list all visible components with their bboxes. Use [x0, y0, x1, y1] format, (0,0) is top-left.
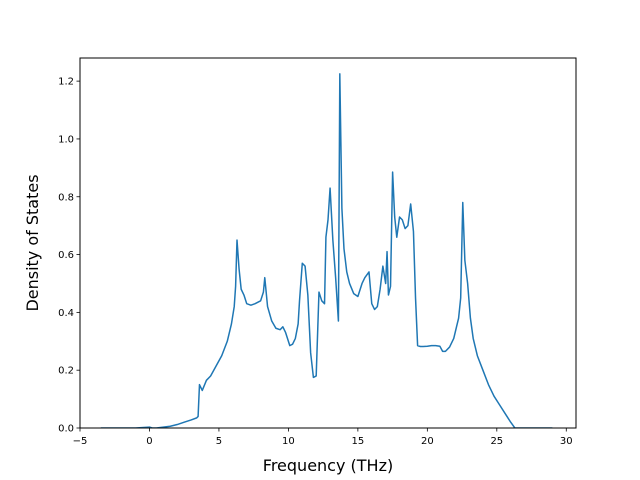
y-tick-label: 0.6 [58, 250, 74, 261]
y-tick-label: 1.2 [58, 77, 74, 88]
axes-frame [79, 57, 577, 429]
x-tick-label: 10 [282, 436, 295, 447]
x-tick-label: 15 [352, 436, 365, 447]
axis-ticks: −5 0 5 10 15 20 25 30 0.0 0.2 0.4 0.6 0.8 1.0 1.2 [58, 77, 573, 447]
x-tick-label: 20 [421, 436, 434, 447]
x-tick-label: 0 [146, 436, 152, 447]
y-tick-label: 1.0 [58, 134, 74, 145]
dos-curve-line [100, 73, 553, 428]
y-tick-label: 0.4 [58, 308, 74, 319]
y-tick-label: 0.2 [58, 366, 74, 377]
x-tick-label: 30 [560, 436, 573, 447]
x-tick-label: 25 [490, 436, 503, 447]
y-axis-label: Density of States [23, 174, 42, 311]
x-tick-label: −5 [73, 436, 88, 447]
x-tick-label: 5 [216, 436, 222, 447]
y-tick-label: 0.8 [58, 192, 74, 203]
y-tick-label: 0.0 [58, 424, 74, 435]
plot-area [100, 73, 553, 428]
x-axis-label: Frequency (THz) [263, 456, 393, 475]
